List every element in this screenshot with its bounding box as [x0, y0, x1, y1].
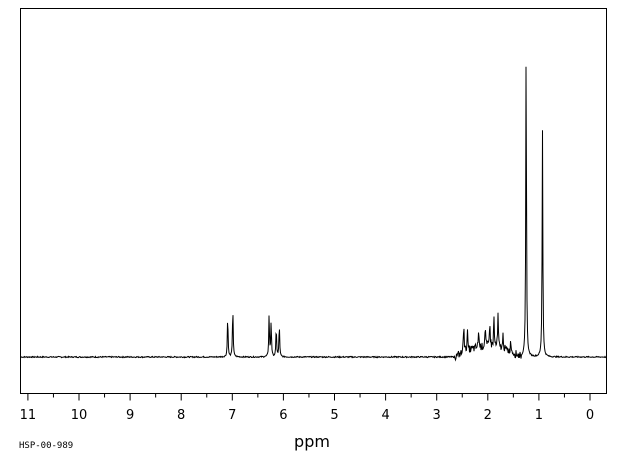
x-tick-label: 8	[177, 408, 185, 423]
x-tick-label: 9	[126, 408, 134, 423]
x-tick-label: 11	[20, 408, 37, 423]
x-axis-tick-labels: 11 10 9 8 7 6 5 4 3 2 1 0	[20, 408, 595, 423]
x-tick-label: 5	[330, 408, 338, 423]
x-tick-label: 0	[586, 408, 594, 423]
spectrum-line	[20, 66, 607, 362]
spectrum-code: HSP-00-989	[19, 441, 73, 451]
x-tick-label: 10	[71, 408, 88, 423]
x-axis-title: ppm	[294, 432, 330, 451]
plot-frame	[20, 8, 607, 394]
x-tick-label: 6	[279, 408, 287, 423]
x-axis-ticks	[27, 393, 591, 401]
x-tick-label: 3	[433, 408, 441, 423]
x-tick-label: 4	[381, 408, 389, 423]
x-tick-label: 7	[228, 408, 236, 423]
x-tick-label: 2	[484, 408, 492, 423]
x-tick-label: 1	[535, 408, 543, 423]
